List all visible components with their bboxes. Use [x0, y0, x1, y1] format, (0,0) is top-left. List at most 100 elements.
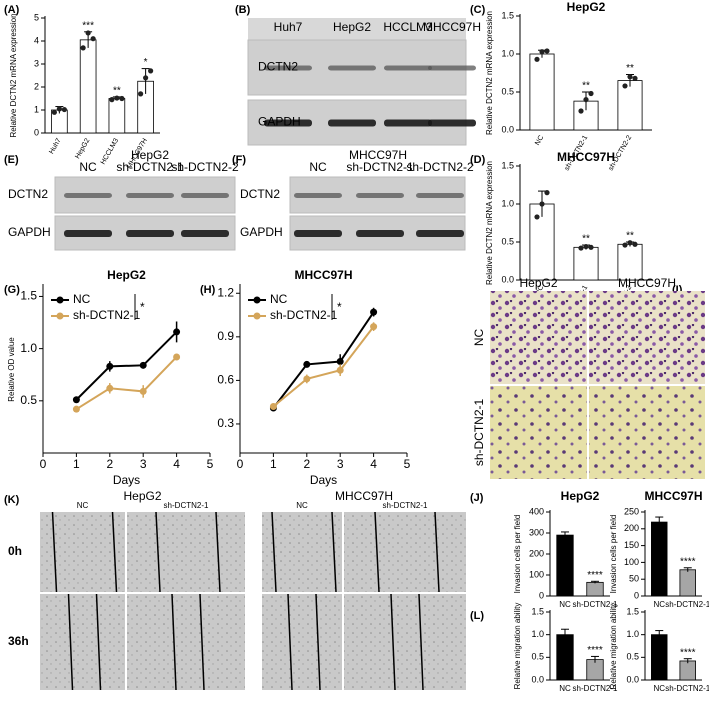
marker — [336, 366, 344, 374]
wound-image — [344, 512, 466, 592]
column-label: NC — [296, 501, 308, 510]
y-axis-label: Relative DCTN2 mRNA expression — [485, 11, 494, 135]
x-tick-label: NC — [559, 600, 571, 609]
y-tick-label: 3 — [34, 58, 39, 68]
wound-edge — [434, 511, 440, 593]
panel-label: (F) — [232, 154, 246, 166]
marker — [303, 375, 311, 383]
y-axis-label: Relative migration ability — [513, 603, 522, 690]
blot-band — [384, 119, 432, 127]
data-point — [534, 214, 540, 220]
blot-frame — [248, 18, 466, 40]
column-label: sh-DCTN2-1 — [164, 501, 209, 510]
marker — [336, 358, 344, 366]
blot-band — [294, 193, 342, 198]
data-point — [85, 30, 91, 36]
data-point — [632, 75, 638, 81]
data-point — [544, 190, 550, 196]
y-tick-label: 1.5 — [626, 606, 639, 616]
blot-lane-label: HCCLM3 — [383, 20, 433, 34]
chart-title: MHCC97H — [557, 150, 615, 164]
x-tick-label: NC — [653, 600, 665, 609]
blot-band — [126, 230, 174, 237]
x-tick-label: 4 — [370, 457, 377, 471]
x-tick-label: NC — [534, 284, 545, 296]
blot-lane-label: NC — [309, 160, 327, 174]
row-label: NC — [472, 329, 486, 347]
bar — [108, 98, 126, 134]
blot-band — [416, 230, 464, 237]
y-tick-label: 1.0 — [501, 198, 514, 208]
legend-label: sh-DCTN2-1 — [270, 308, 338, 322]
significance: * — [144, 57, 148, 68]
data-point — [544, 48, 550, 54]
blot-band — [384, 65, 432, 71]
x-tick-label: 5 — [207, 457, 214, 471]
series-line — [75, 356, 178, 411]
panel-label: (H) — [200, 284, 216, 296]
y-tick-label: 0.6 — [217, 373, 234, 387]
chart-title: HepG2 — [567, 0, 606, 14]
x-tick-label: Huh7 — [48, 137, 62, 155]
y-tick-label: 0.0 — [501, 274, 514, 284]
wound-edge — [51, 511, 58, 593]
legend-marker — [56, 312, 64, 320]
marker — [370, 323, 378, 331]
data-point — [632, 241, 638, 247]
micrograph — [589, 386, 705, 479]
y-tick-label: 50 — [629, 574, 639, 584]
data-point — [622, 242, 628, 248]
x-tick-label: 2 — [106, 457, 113, 471]
row-label: 0h — [8, 544, 22, 558]
bar — [651, 521, 668, 597]
blot-lane-label: sh-DCTN2-1 — [116, 160, 184, 174]
y-tick-label: 200 — [529, 548, 544, 558]
chart-title: HepG2 — [561, 489, 600, 503]
marker — [269, 403, 277, 411]
row-label: 36h — [8, 634, 29, 648]
y-tick-label: 1.0 — [20, 341, 37, 355]
column-label: MHCC97H — [618, 276, 676, 290]
blot-band — [416, 193, 464, 198]
y-tick-label: 1.5 — [501, 160, 514, 170]
data-point — [148, 68, 154, 74]
bar — [529, 53, 555, 131]
bar — [556, 534, 574, 597]
data-point — [56, 106, 62, 112]
y-tick-label: 0.5 — [626, 652, 639, 662]
blot-band — [428, 65, 476, 71]
data-point — [578, 245, 584, 251]
marker — [106, 362, 114, 370]
data-point — [583, 97, 589, 103]
data-point — [588, 244, 594, 250]
y-tick-label: 200 — [624, 523, 639, 533]
series-line — [75, 331, 178, 401]
significance: ** — [626, 231, 634, 242]
blot-title: HepG2 — [131, 148, 169, 162]
legend-marker — [56, 296, 64, 304]
blot-row-label: DCTN2 — [240, 187, 280, 201]
y-tick-label: 0.3 — [217, 416, 234, 430]
marker — [370, 308, 378, 316]
y-tick-label: 0.9 — [217, 329, 234, 343]
blot-band — [328, 65, 376, 71]
y-tick-label: 2 — [34, 81, 39, 91]
y-tick-label: 0.5 — [501, 236, 514, 246]
column-label: NC — [77, 501, 89, 510]
x-tick-label: sh-DCTN2-1 — [573, 684, 618, 693]
significance: **** — [680, 556, 696, 567]
y-tick-label: 0 — [539, 590, 544, 600]
wound-image — [127, 512, 245, 592]
y-tick-label: 100 — [529, 569, 544, 579]
legend-label: sh-DCTN2-1 — [73, 308, 141, 322]
wound-edge — [199, 593, 205, 691]
bar — [679, 660, 696, 681]
significance: * — [140, 300, 145, 314]
y-axis-label: Relative DCTN2 mRNA expression — [485, 161, 494, 285]
significance: **** — [680, 647, 696, 658]
chart-title: MHCC97H — [644, 489, 702, 503]
panel-label: (A) — [4, 4, 20, 16]
wound-edge — [171, 593, 177, 691]
bar — [617, 243, 643, 281]
series-line — [272, 311, 375, 409]
